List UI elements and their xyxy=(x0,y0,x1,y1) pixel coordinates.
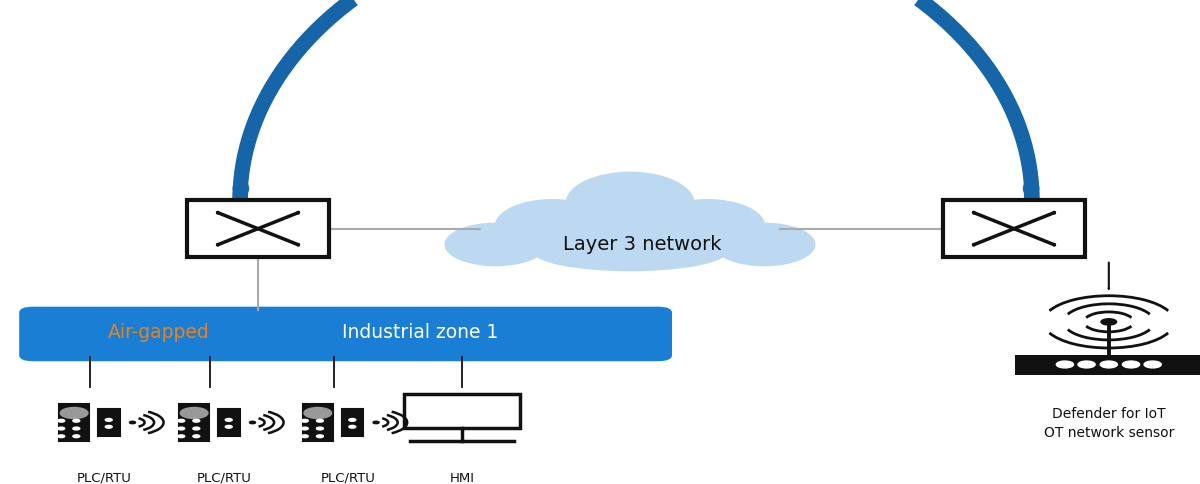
FancyBboxPatch shape xyxy=(342,409,364,437)
Circle shape xyxy=(58,435,65,438)
Circle shape xyxy=(304,408,331,419)
Circle shape xyxy=(1102,319,1116,325)
Circle shape xyxy=(317,420,323,422)
Circle shape xyxy=(73,435,79,438)
FancyBboxPatch shape xyxy=(943,201,1085,257)
FancyBboxPatch shape xyxy=(1015,355,1200,375)
Circle shape xyxy=(58,420,65,422)
FancyBboxPatch shape xyxy=(179,404,209,441)
Circle shape xyxy=(317,427,323,430)
FancyBboxPatch shape xyxy=(19,307,672,362)
Circle shape xyxy=(178,435,185,438)
Ellipse shape xyxy=(445,224,546,266)
Ellipse shape xyxy=(714,224,815,266)
Text: Layer 3 network: Layer 3 network xyxy=(563,234,721,253)
Circle shape xyxy=(349,419,355,422)
Circle shape xyxy=(178,420,185,422)
Circle shape xyxy=(1078,362,1096,368)
Circle shape xyxy=(130,422,136,424)
Circle shape xyxy=(301,420,308,422)
Circle shape xyxy=(1144,362,1162,368)
Circle shape xyxy=(250,422,256,424)
Circle shape xyxy=(301,435,308,438)
Circle shape xyxy=(301,427,308,430)
Ellipse shape xyxy=(566,173,694,235)
FancyBboxPatch shape xyxy=(187,201,329,257)
Circle shape xyxy=(193,420,199,422)
Circle shape xyxy=(180,408,208,419)
Ellipse shape xyxy=(496,200,610,253)
FancyBboxPatch shape xyxy=(302,404,332,441)
Circle shape xyxy=(60,408,88,419)
Ellipse shape xyxy=(533,231,727,271)
Circle shape xyxy=(1100,362,1117,368)
Circle shape xyxy=(1056,362,1074,368)
Circle shape xyxy=(178,427,185,430)
Text: PLC/RTU: PLC/RTU xyxy=(197,471,252,484)
FancyBboxPatch shape xyxy=(218,409,240,437)
Ellipse shape xyxy=(650,200,764,253)
Text: PLC/RTU: PLC/RTU xyxy=(320,471,376,484)
Circle shape xyxy=(106,419,112,422)
Circle shape xyxy=(317,435,323,438)
Text: HMI: HMI xyxy=(450,471,474,484)
Circle shape xyxy=(73,420,79,422)
Circle shape xyxy=(349,425,355,428)
Circle shape xyxy=(226,425,232,428)
Circle shape xyxy=(58,427,65,430)
Circle shape xyxy=(373,422,379,424)
Text: OT network sensor: OT network sensor xyxy=(1044,425,1174,439)
Circle shape xyxy=(226,419,232,422)
Text: PLC/RTU: PLC/RTU xyxy=(77,471,132,484)
FancyBboxPatch shape xyxy=(98,409,120,437)
FancyBboxPatch shape xyxy=(404,394,520,428)
Text: Air-gapped: Air-gapped xyxy=(108,322,209,341)
Circle shape xyxy=(106,425,112,428)
Circle shape xyxy=(193,435,199,438)
FancyBboxPatch shape xyxy=(59,404,89,441)
Circle shape xyxy=(1122,362,1140,368)
Circle shape xyxy=(73,427,79,430)
Text: Industrial zone 1: Industrial zone 1 xyxy=(342,322,499,341)
Circle shape xyxy=(193,427,199,430)
Text: Defender for IoT: Defender for IoT xyxy=(1052,406,1165,420)
